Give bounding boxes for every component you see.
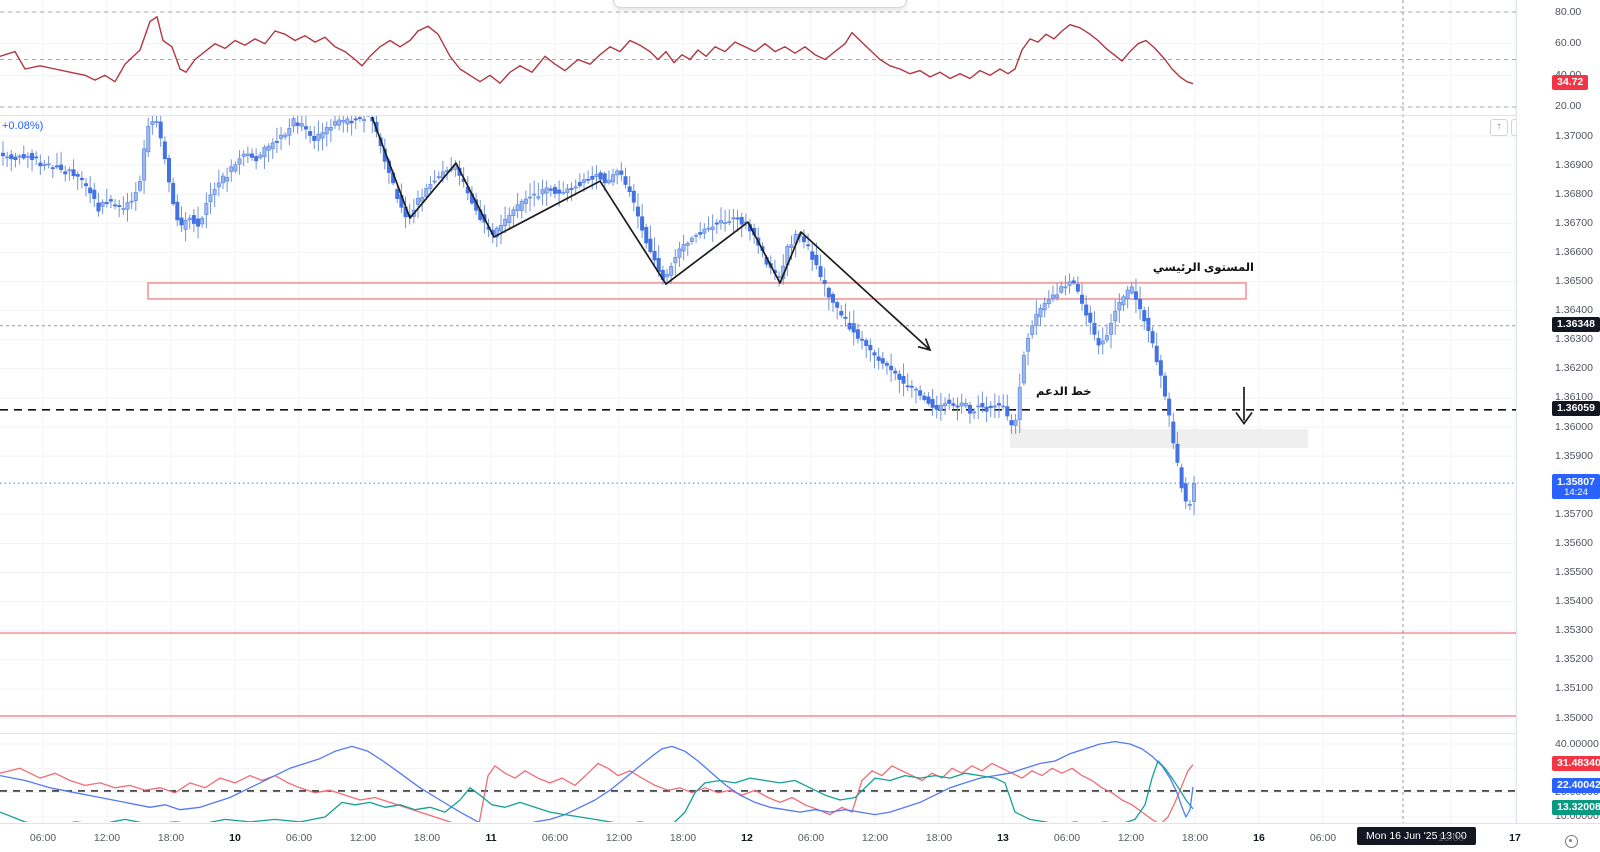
dmi-teal-badge: 13.32008 [1552, 799, 1600, 815]
time-scale-label: 17 [1509, 832, 1521, 844]
price-scale-label: 1.36700 [1555, 216, 1593, 229]
time-scale-label: 06:00 [29, 832, 57, 844]
price-scale-label: 1.36800 [1555, 187, 1593, 200]
price-scale-label: 1.36200 [1555, 362, 1593, 375]
time-scale-label: 12:00 [93, 832, 121, 844]
time-scale-label: 12 [741, 832, 753, 844]
price-scale-label: 1.36400 [1555, 304, 1593, 317]
pane-separator-bottom[interactable] [0, 733, 1600, 734]
time-scale-label: 12:00 [861, 832, 889, 844]
time-scale-label: 12:00 [1117, 832, 1145, 844]
time-scale-label: 10 [229, 832, 241, 844]
time-scale-label: 18:00 [157, 832, 185, 844]
time-scale-label: 18:00 [1181, 832, 1209, 844]
time-scale-label: 18:00 [413, 832, 441, 844]
dmi-blue-badge: 22.40042 [1552, 777, 1600, 793]
dmi-pane [0, 740, 1516, 822]
price-scale-label: 1.35700 [1555, 507, 1593, 520]
price-scale-label: 20.00 [1555, 100, 1582, 113]
price-scale-label: 1.36000 [1555, 420, 1593, 433]
timezone-icon[interactable] [1565, 835, 1578, 848]
price-scale-label: 1.36100 [1555, 391, 1593, 404]
price-scale[interactable]: 80.0060.0040.0020.001.370001.369001.3680… [1516, 0, 1600, 823]
lower-target-box [0, 632, 1516, 717]
zigzag-arrowhead [917, 338, 932, 352]
price-scale-label: 1.36300 [1555, 333, 1593, 346]
last-price-badge: 1.35807 14:24 [1552, 474, 1600, 500]
key-level-box [147, 282, 1247, 300]
price-scale-label: 1.37000 [1555, 129, 1593, 142]
scroll-up-button[interactable]: ↑ [1490, 119, 1508, 136]
main-pane [0, 282, 1516, 717]
price-scale-label: 1.35000 [1555, 711, 1593, 724]
rsi-pane [0, 11, 1516, 108]
chart-canvas[interactable] [0, 0, 1516, 823]
price-scale-label: 1.35400 [1555, 595, 1593, 608]
price-scale-label: 80.00 [1555, 5, 1582, 18]
time-scale-label: 06:00 [541, 832, 569, 844]
zigzag-drawing [371, 116, 1253, 425]
price-scale-label: 1.35300 [1555, 624, 1593, 637]
time-scale-label: 06:00 [1053, 832, 1081, 844]
candles [0, 116, 1197, 516]
time-scale-label: 12:00 [349, 832, 377, 844]
crosshair-price-badge: 1.36348 [1552, 316, 1600, 332]
down-arrow-head [1235, 412, 1253, 425]
price-scale-label: 1.35100 [1555, 682, 1593, 695]
time-scale[interactable]: Mon 16 Jun '25 13:00 06:00 12:00 18:00 10 06… [0, 823, 1600, 852]
key-level-annotation[interactable]: المستوى الرئيسي [1152, 262, 1254, 274]
price-scale-label: 40.00000 [1555, 737, 1599, 750]
time-scale-label: 12:00 [605, 832, 633, 844]
time-scale-label: 11 [485, 832, 497, 844]
time-scale-label: 06:00 [285, 832, 313, 844]
time-scale-label: 18:00 [1437, 832, 1465, 844]
time-scale-label: 06:00 [797, 832, 825, 844]
floating-toolbar[interactable] [613, 0, 907, 8]
symbol-legend-fragment: +0.08%) [2, 120, 44, 132]
support-line-annotation[interactable]: خط الدعم [1036, 386, 1092, 398]
pane-separator-top[interactable] [0, 115, 1600, 116]
rsi-value-badge: 34.72 [1552, 74, 1589, 90]
time-scale-label: 06:00 [1309, 832, 1337, 844]
crosshair-time-badge: Mon 16 Jun '25 13:00 [1357, 827, 1476, 845]
price-scale-label: 1.35900 [1555, 449, 1593, 462]
price-scale-label: 1.35600 [1555, 536, 1593, 549]
time-scale-label: 16 [1253, 832, 1265, 844]
price-scale-label: 1.35200 [1555, 653, 1593, 666]
price-scale-label: 1.36600 [1555, 245, 1593, 258]
grid [0, 0, 1516, 823]
time-scale-label: 13 [997, 832, 1009, 844]
support-zone-rect [1010, 429, 1308, 448]
dmi-red-badge: 31.48340 [1552, 755, 1600, 771]
price-scale-label: 1.36900 [1555, 158, 1593, 171]
time-scale-label: 18:00 [669, 832, 697, 844]
price-scale-label: 1.36500 [1555, 275, 1593, 287]
arrow-up-icon: ↑ [1496, 121, 1502, 132]
support-line-badge: 1.36059 [1552, 400, 1600, 416]
price-scale-label: 1.35500 [1555, 566, 1593, 578]
price-scale-label: 60.00 [1555, 37, 1582, 50]
time-scale-label: 18:00 [925, 832, 953, 844]
